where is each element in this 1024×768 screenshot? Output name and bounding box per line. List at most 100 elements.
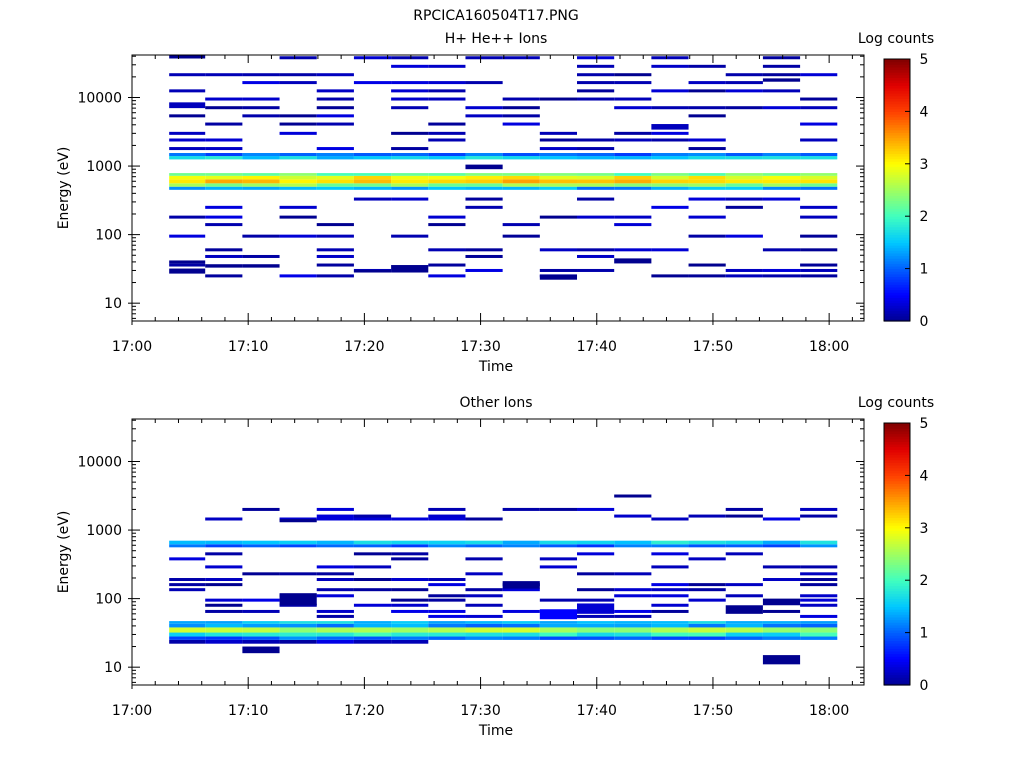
heatmap-band-cell [205, 623, 243, 628]
heatmap-cell [762, 565, 801, 569]
heatmap-cell [688, 263, 726, 267]
heatmap-cell [391, 197, 429, 201]
heatmap-band-cell [205, 179, 243, 184]
heatmap-cell [205, 274, 243, 278]
colorbar-segment [884, 150, 910, 154]
colorbar-segment [884, 210, 910, 215]
colorbar-segment [884, 79, 910, 84]
heatmap-cell [539, 248, 578, 252]
colorbar-segment [884, 498, 910, 503]
heatmap-band-cell [577, 153, 615, 157]
colorbar-segment [884, 77, 910, 81]
panel-title: Other Ions [459, 395, 532, 411]
heatmap-cell [688, 598, 726, 602]
colorbar-segment [884, 197, 910, 202]
y-axis-label: Energy (eV) [56, 511, 72, 594]
heatmap-cell [762, 248, 801, 252]
plot-frame [131, 54, 865, 322]
heatmap-band-cell [762, 186, 801, 190]
heatmap-cell [428, 248, 466, 252]
heatmap-cell [688, 557, 726, 561]
heatmap-cell [465, 594, 503, 598]
heatmap-cell [428, 578, 466, 582]
colorbar-segment [884, 514, 910, 518]
heatmap-band-cell [800, 173, 838, 176]
colorbar-segment [884, 66, 910, 71]
colorbar-segment [884, 140, 910, 144]
y-tick-label: 10000 [77, 91, 122, 107]
heatmap-band-cell [428, 632, 466, 637]
heatmap-band-cell [688, 153, 726, 157]
colorbar-segment [884, 430, 910, 435]
heatmap-cell [800, 215, 838, 219]
heatmap-cell [688, 81, 726, 85]
colorbar-segment [884, 569, 910, 573]
heatmap-cell [688, 215, 726, 219]
heatmap-band-cell [762, 632, 801, 637]
heatmap-band-cell [688, 544, 726, 548]
heatmap-cell [502, 122, 540, 126]
colorbar-segment [884, 72, 910, 76]
heatmap-band-cell [539, 544, 578, 548]
colorbar-segment [884, 635, 910, 639]
heatmap-band-cell [614, 183, 652, 187]
heatmap-cell [205, 248, 243, 252]
colorbar-segment [884, 598, 910, 602]
heatmap-band-cell [391, 183, 429, 187]
colorbar-segment [884, 462, 910, 466]
heatmap-band-cell [428, 179, 466, 184]
colorbar-segment [884, 305, 910, 309]
heatmap-band-cell [428, 186, 466, 190]
heatmap-band-cell [539, 183, 578, 187]
colorbar-segment [884, 279, 910, 283]
heatmap-cell [465, 81, 503, 85]
heatmap-cell [651, 583, 689, 587]
heatmap-cell [651, 552, 689, 556]
heatmap-cell [725, 81, 763, 85]
heatmap-cell [169, 588, 206, 592]
colorbar-segment [884, 443, 910, 448]
heatmap-band-cell [800, 156, 838, 160]
heatmap-cell [725, 552, 763, 556]
colorbar-segment [884, 446, 910, 450]
y-tick-label: 10 [104, 660, 122, 676]
heatmap-band-cell [577, 636, 615, 640]
colorbar-segment [884, 229, 910, 233]
heatmap-cell [169, 215, 206, 219]
heatmap-cell [353, 552, 392, 556]
colorbar-segment [884, 580, 910, 584]
heatmap-cell [539, 268, 578, 272]
heatmap-band-cell [353, 632, 392, 637]
colorbar-segment [884, 637, 910, 642]
heatmap-cell [800, 248, 838, 252]
colorbar-segment [884, 629, 910, 634]
heatmap-band-cell [539, 623, 578, 628]
heatmap-band-cell [725, 183, 763, 187]
heatmap-band-cell [725, 173, 763, 176]
heatmap-cell [614, 215, 652, 219]
colorbar-segment [884, 454, 910, 458]
heatmap-band-cell [391, 632, 429, 637]
heatmap-cell [279, 234, 317, 238]
colorbar-segment [884, 106, 910, 110]
heatmap-band-cell [688, 621, 726, 624]
heatmap-cell [688, 514, 726, 518]
y-tick-label: 10000 [77, 455, 122, 471]
heatmap-band-cell [577, 544, 615, 548]
colorbar-segment [884, 436, 910, 440]
colorbar-segment [884, 247, 910, 251]
heatmap-band-cell [428, 175, 466, 180]
heatmap-cell [651, 64, 689, 68]
heatmap-band-cell [651, 186, 689, 190]
heatmap-band-cell [242, 179, 280, 184]
heatmap-cell [316, 274, 354, 278]
heatmap-cell [577, 614, 615, 618]
colorbar-segment [884, 142, 910, 147]
colorbar-segment [884, 491, 910, 495]
heatmap-cell [800, 263, 838, 267]
heatmap-cell [651, 594, 689, 598]
heatmap-band-cell [651, 621, 689, 624]
heatmap-cell [502, 609, 540, 613]
heatmap-cell [502, 223, 540, 227]
